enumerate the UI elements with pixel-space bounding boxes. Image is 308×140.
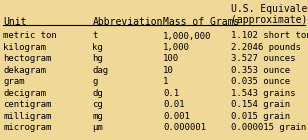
Text: milligram: milligram (3, 112, 51, 121)
Text: g: g (92, 77, 98, 86)
Text: 0.035 ounce: 0.035 ounce (231, 77, 290, 86)
Text: μm: μm (92, 123, 103, 132)
Text: 0.000015 grain: 0.000015 grain (231, 123, 306, 132)
Text: dg: dg (92, 89, 103, 98)
Text: metric ton: metric ton (3, 32, 57, 40)
Text: t: t (92, 32, 98, 40)
Text: 1: 1 (163, 77, 168, 86)
Text: Mass of Grams: Mass of Grams (163, 17, 240, 27)
Text: microgram: microgram (3, 123, 51, 132)
Text: 1.543 grains: 1.543 grains (231, 89, 295, 98)
Text: 1.102 short tons: 1.102 short tons (231, 32, 308, 40)
Text: Unit: Unit (3, 17, 26, 27)
Text: (approximate): (approximate) (231, 15, 307, 25)
Text: centigram: centigram (3, 100, 51, 109)
Text: 1,000,000: 1,000,000 (163, 32, 212, 40)
Text: hectogram: hectogram (3, 54, 51, 63)
Text: 0.01: 0.01 (163, 100, 185, 109)
Text: decigram: decigram (3, 89, 46, 98)
Text: 100: 100 (163, 54, 179, 63)
Text: 0.353 ounce: 0.353 ounce (231, 66, 290, 75)
Text: kilogram: kilogram (3, 43, 46, 52)
Text: 1,000: 1,000 (163, 43, 190, 52)
Text: U.S. Equivalent: U.S. Equivalent (231, 4, 308, 14)
Text: 0.001: 0.001 (163, 112, 190, 121)
Text: 10: 10 (163, 66, 174, 75)
Text: 3.527 ounces: 3.527 ounces (231, 54, 295, 63)
Text: dag: dag (92, 66, 108, 75)
Text: gram: gram (3, 77, 25, 86)
Text: kg: kg (92, 43, 103, 52)
Text: 0.015 grain: 0.015 grain (231, 112, 290, 121)
Text: 0.1: 0.1 (163, 89, 179, 98)
Text: 2.2046 pounds: 2.2046 pounds (231, 43, 301, 52)
Text: hg: hg (92, 54, 103, 63)
Text: dekagram: dekagram (3, 66, 46, 75)
Text: mg: mg (92, 112, 103, 121)
Text: Abbreviation: Abbreviation (92, 17, 163, 27)
Text: cg: cg (92, 100, 103, 109)
Text: 0.000001: 0.000001 (163, 123, 206, 132)
Text: 0.154 grain: 0.154 grain (231, 100, 290, 109)
